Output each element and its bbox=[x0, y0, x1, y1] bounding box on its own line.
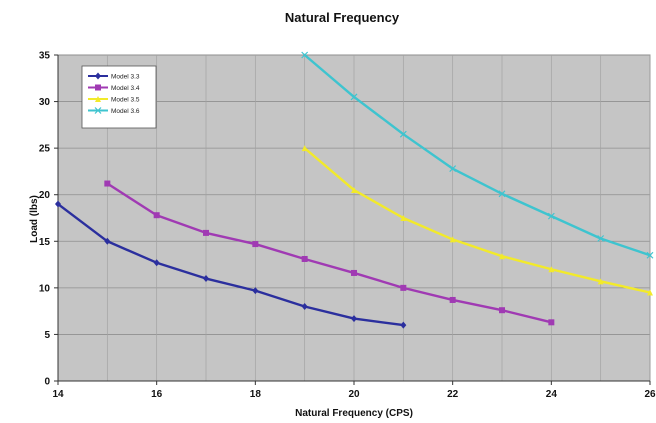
series-2 bbox=[104, 180, 555, 326]
legend-entry: Model 3.6 bbox=[111, 108, 140, 115]
data-point bbox=[400, 215, 407, 221]
x-tick-label: 16 bbox=[151, 389, 163, 400]
data-point bbox=[647, 289, 653, 296]
series-line bbox=[106, 182, 553, 324]
data-point bbox=[449, 296, 456, 303]
data-point bbox=[597, 235, 605, 242]
data-point bbox=[55, 200, 61, 208]
legend-marker bbox=[94, 107, 102, 114]
data-point bbox=[301, 302, 308, 310]
data-point bbox=[548, 319, 555, 326]
data-point bbox=[498, 190, 506, 198]
x-tick-label: 18 bbox=[250, 389, 262, 400]
legend-entry: Model 3.5 bbox=[111, 96, 140, 103]
data-point bbox=[399, 130, 407, 138]
x-tick-label: 22 bbox=[447, 389, 459, 400]
y-axis-label: Load (lbs) bbox=[29, 195, 40, 243]
data-point bbox=[153, 259, 160, 267]
data-point bbox=[301, 255, 308, 262]
data-point bbox=[646, 251, 654, 259]
y-tick-label: 35 bbox=[39, 51, 51, 62]
data-point bbox=[547, 212, 555, 220]
data-point bbox=[252, 287, 259, 295]
series-1 bbox=[55, 200, 407, 329]
data-point bbox=[153, 212, 160, 219]
data-point bbox=[203, 275, 209, 283]
data-point bbox=[597, 278, 604, 285]
data-point bbox=[449, 165, 457, 173]
data-point bbox=[301, 51, 309, 59]
x-tick-label: 14 bbox=[52, 389, 64, 400]
y-tick-label: 15 bbox=[39, 237, 51, 248]
y-tick-label: 0 bbox=[44, 377, 50, 388]
data-point bbox=[499, 253, 505, 260]
y-tick-label: 5 bbox=[44, 330, 50, 341]
x-axis-label: Natural Frequency (CPS) bbox=[295, 408, 413, 419]
legend-marker bbox=[95, 72, 101, 80]
data-point bbox=[252, 241, 259, 248]
data-point bbox=[449, 236, 456, 243]
data-point bbox=[104, 180, 111, 187]
legend-marker bbox=[95, 96, 101, 102]
x-tick-label: 26 bbox=[644, 389, 656, 400]
series-4 bbox=[301, 51, 654, 259]
data-point bbox=[351, 269, 357, 276]
legend-entry: Model 3.3 bbox=[111, 73, 140, 80]
series-3 bbox=[301, 145, 653, 296]
data-point bbox=[203, 229, 209, 236]
legend-entry: Model 3.4 bbox=[111, 85, 140, 92]
series-line bbox=[56, 202, 405, 327]
data-point bbox=[400, 284, 407, 291]
y-tick-label: 30 bbox=[39, 97, 51, 108]
data-point bbox=[104, 237, 111, 245]
x-tick-label: 24 bbox=[546, 389, 558, 400]
data-point bbox=[351, 187, 357, 194]
data-point bbox=[351, 315, 357, 323]
x-tick-label: 20 bbox=[348, 389, 360, 400]
data-point bbox=[350, 93, 358, 101]
data-point bbox=[400, 321, 407, 329]
y-tick-label: 25 bbox=[39, 144, 51, 155]
chart-title: Natural Frequency bbox=[285, 10, 400, 25]
legend-marker bbox=[95, 84, 101, 91]
data-point bbox=[548, 266, 555, 273]
y-tick-label: 20 bbox=[39, 190, 51, 201]
data-point bbox=[499, 307, 505, 314]
series-line bbox=[303, 146, 652, 294]
y-tick-label: 10 bbox=[39, 283, 51, 294]
series-line bbox=[303, 53, 652, 257]
data-point bbox=[301, 145, 308, 152]
